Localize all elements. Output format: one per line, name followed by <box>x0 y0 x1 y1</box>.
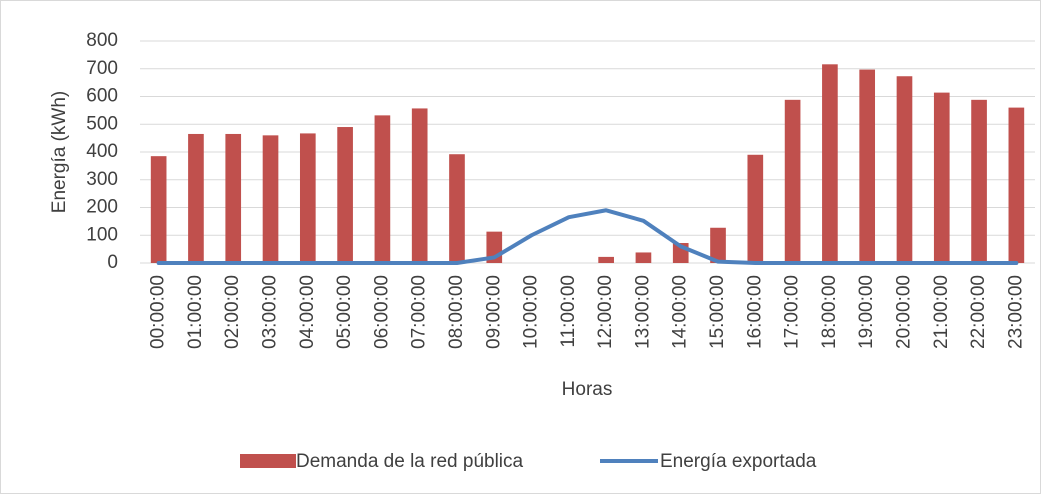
y-tick-label: 100 <box>86 224 118 245</box>
legend-label: Demanda de la red pública <box>296 451 524 472</box>
bar <box>225 133 242 263</box>
bar <box>262 135 279 263</box>
x-tick-label: 19:00:00 <box>856 275 877 349</box>
y-tick-label: 700 <box>86 58 118 79</box>
y-tick-label: 600 <box>86 86 118 107</box>
bar <box>822 64 838 263</box>
bar <box>598 256 614 263</box>
bar <box>933 92 950 264</box>
y-axis-label: Energía (kWh) <box>49 91 70 213</box>
bar <box>299 133 316 263</box>
legend-swatch <box>240 454 296 468</box>
x-tick-label: 06:00:00 <box>371 275 392 349</box>
bar <box>374 115 391 264</box>
x-tick-label: 10:00:00 <box>521 275 542 349</box>
x-tick-label: 09:00:00 <box>483 275 504 349</box>
x-tick-label: 04:00:00 <box>297 275 318 349</box>
x-tick-label: 20:00:00 <box>893 275 914 349</box>
bar <box>188 133 204 263</box>
x-tick-label: 08:00:00 <box>446 275 467 349</box>
bar <box>710 227 726 263</box>
bar <box>635 252 652 263</box>
bar <box>859 69 876 264</box>
x-tick-label: 14:00:00 <box>670 275 691 349</box>
x-tick-label: 23:00:00 <box>1005 275 1026 349</box>
legend-label: Energía exportada <box>660 451 817 472</box>
x-tick-label: 17:00:00 <box>782 275 803 349</box>
bar <box>150 156 167 263</box>
bar <box>896 76 913 264</box>
x-tick-label: 05:00:00 <box>334 275 355 349</box>
bar <box>449 154 465 263</box>
x-tick-label: 15:00:00 <box>707 275 728 349</box>
y-tick-label: 200 <box>86 197 118 218</box>
x-tick-label: 07:00:00 <box>409 275 430 349</box>
x-tick-label: 13:00:00 <box>632 275 653 349</box>
x-tick-label: 11:00:00 <box>558 275 579 348</box>
x-tick-label: 03:00:00 <box>260 275 281 349</box>
x-tick-label: 22:00:00 <box>968 275 989 349</box>
x-tick-label: 21:00:00 <box>931 275 952 349</box>
y-tick-label: 400 <box>86 141 118 162</box>
bar <box>337 127 353 264</box>
x-tick-label: 16:00:00 <box>744 275 765 349</box>
bar <box>411 108 428 264</box>
x-axis-label: Horas <box>562 379 613 400</box>
bar <box>971 99 987 263</box>
x-tick-label: 18:00:00 <box>819 275 840 349</box>
y-tick-label: 800 <box>86 30 118 51</box>
y-tick-label: 0 <box>107 252 118 273</box>
y-tick-label: 500 <box>86 113 118 134</box>
line <box>156 208 1019 265</box>
x-tick-label: 00:00:00 <box>148 275 169 349</box>
bar <box>784 99 801 263</box>
x-tick-label: 01:00:00 <box>185 275 206 349</box>
x-tick-label: 02:00:00 <box>222 275 243 349</box>
y-tick-label: 300 <box>86 169 118 190</box>
bar <box>1008 107 1025 263</box>
bar <box>747 154 764 263</box>
x-tick-label: 12:00:00 <box>595 275 616 349</box>
